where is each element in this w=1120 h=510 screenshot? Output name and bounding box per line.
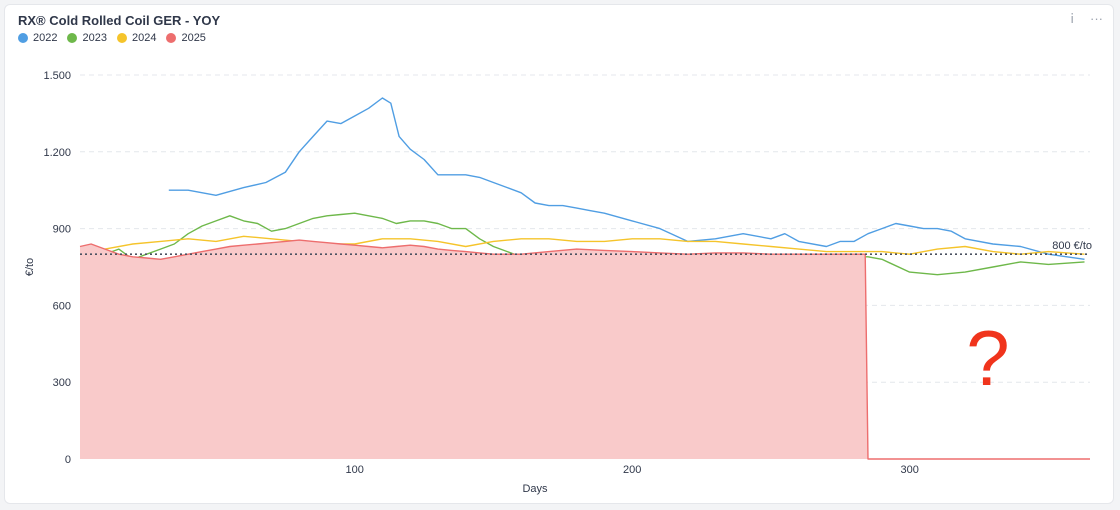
legend-item-2024[interactable]: 2024 xyxy=(116,32,157,44)
x-tick-label: 300 xyxy=(900,464,918,476)
series-line-2022 xyxy=(168,97,1085,260)
legend-dot xyxy=(18,33,28,43)
y-tick-label: 600 xyxy=(53,300,71,312)
legend-label: 2022 xyxy=(33,32,58,44)
chart-legend: 2022 2023 2024 2025 xyxy=(18,32,206,44)
y-axis-title: €/to xyxy=(24,258,36,276)
series-area-2025 xyxy=(80,240,1090,459)
x-axis-title: Days xyxy=(522,483,548,495)
series-line-2024 xyxy=(79,235,1085,255)
legend-dot xyxy=(67,33,78,43)
legend-label: 2023 xyxy=(82,32,107,44)
legend-label: 2025 xyxy=(181,32,206,44)
reference-line-label: 800 €/to xyxy=(1052,240,1092,252)
y-tick-label: 900 xyxy=(53,224,71,236)
info-icon[interactable]: ⅰ xyxy=(1070,11,1074,26)
card-toolbar: ⅰ ··· xyxy=(1070,11,1103,27)
chart-title: RX® Cold Rolled Coil GER - YOY xyxy=(18,13,221,28)
legend-item-2025[interactable]: 2025 xyxy=(166,32,206,44)
y-tick-label: 300 xyxy=(53,377,71,389)
legend-dot xyxy=(166,33,177,43)
y-tick-label: 1.200 xyxy=(43,147,71,159)
y-tick-label: 1.500 xyxy=(43,70,71,82)
question-mark-annotation: ? xyxy=(966,314,1009,402)
series-line-2025 xyxy=(79,239,1090,460)
x-tick-label: 200 xyxy=(623,464,641,476)
legend-item-2023[interactable]: 2023 xyxy=(67,32,107,44)
legend-dot xyxy=(116,33,127,43)
legend-label: 2024 xyxy=(131,32,157,44)
y-tick-label: 0 xyxy=(65,454,71,466)
more-icon[interactable]: ··· xyxy=(1090,11,1103,26)
x-tick-label: 100 xyxy=(346,464,364,476)
legend-item-2022[interactable]: 2022 xyxy=(18,32,57,44)
